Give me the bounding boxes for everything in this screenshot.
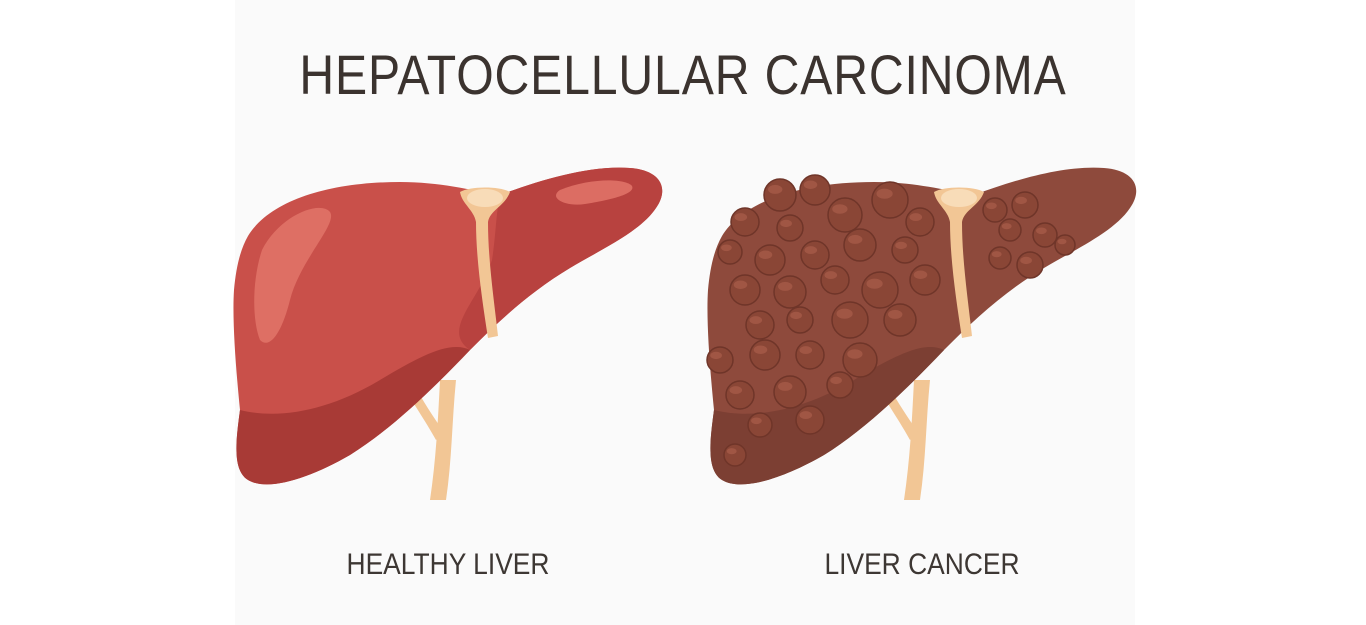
tumor-nodule bbox=[773, 375, 807, 409]
tumor-nodule bbox=[891, 236, 919, 264]
tumor-nodule-highlight bbox=[986, 202, 997, 210]
healthy-liver-ligament-top bbox=[467, 189, 503, 207]
tumor-nodule-highlight bbox=[790, 311, 802, 320]
tumor-nodule bbox=[820, 265, 850, 295]
tumor-nodule bbox=[795, 405, 825, 435]
tumor-nodule-highlight bbox=[991, 251, 1002, 258]
tumor-nodule bbox=[842, 342, 878, 378]
tumor-nodule-highlight bbox=[726, 448, 737, 455]
tumor-nodule-highlight bbox=[721, 244, 732, 252]
tumor-nodule bbox=[1016, 251, 1044, 279]
tumor-nodule-highlight bbox=[751, 417, 762, 425]
healthy-liver-lower-shadow bbox=[236, 346, 470, 485]
tumor-nodule bbox=[827, 197, 863, 233]
tumor-nodule-highlight bbox=[1057, 238, 1067, 245]
tumor-nodule bbox=[861, 271, 899, 309]
healthy-liver bbox=[233, 167, 663, 500]
tumor-nodule bbox=[905, 207, 935, 237]
tumor-nodule bbox=[1054, 234, 1076, 256]
tumor-nodule bbox=[871, 181, 909, 219]
tumor-nodule bbox=[747, 412, 773, 438]
tumor-nodule-highlight bbox=[804, 246, 818, 255]
tumor-nodule bbox=[754, 244, 786, 276]
tumor-cluster bbox=[706, 174, 1076, 467]
tumor-nodule-highlight bbox=[1020, 256, 1032, 265]
tumor-nodule-highlight bbox=[758, 250, 773, 259]
tumor-nodule-highlight bbox=[832, 204, 848, 214]
tumor-nodule-highlight bbox=[734, 213, 748, 222]
tumor-nodule bbox=[717, 239, 743, 265]
tumor-nodule-highlight bbox=[836, 308, 853, 319]
tumor-nodule bbox=[730, 207, 760, 237]
label-liver-cancer: LIVER CANCER bbox=[824, 548, 1020, 581]
tumor-nodule-highlight bbox=[1015, 196, 1027, 205]
cancer-liver-shade bbox=[710, 346, 944, 485]
tumor-nodule bbox=[749, 339, 781, 371]
tumor-nodule bbox=[799, 174, 831, 206]
healthy-liver-highlight bbox=[254, 207, 332, 343]
tumor-nodule-highlight bbox=[909, 213, 923, 222]
tumor-nodule-highlight bbox=[848, 234, 863, 244]
tumor-nodule-highlight bbox=[799, 411, 813, 420]
tumor-nodule-highlight bbox=[895, 241, 907, 250]
tumor-nodule bbox=[745, 310, 775, 340]
tumor-nodule bbox=[786, 306, 814, 334]
tumor-nodule bbox=[843, 228, 877, 262]
tumor-nodule-highlight bbox=[913, 270, 928, 279]
tumor-nodule-highlight bbox=[778, 381, 793, 391]
tumor-nodule bbox=[800, 240, 830, 270]
tumor-nodule bbox=[723, 443, 747, 467]
tumor-nodule bbox=[795, 340, 825, 370]
tumor-nodule bbox=[1032, 222, 1058, 248]
tumor-nodule-highlight bbox=[753, 345, 768, 354]
tumor-nodule-highlight bbox=[729, 386, 743, 395]
tumor-nodule bbox=[883, 303, 917, 337]
tumor-nodule-highlight bbox=[803, 180, 818, 189]
cancer-liver bbox=[706, 167, 1137, 500]
tumor-nodule-highlight bbox=[888, 309, 903, 319]
healthy-liver-highlight-small bbox=[556, 180, 633, 205]
tumor-nodule bbox=[998, 218, 1022, 242]
tumor-nodule bbox=[909, 264, 941, 296]
tumor-nodule-highlight bbox=[780, 219, 792, 228]
tumor-nodule bbox=[831, 301, 869, 339]
tumor-nodule-highlight bbox=[710, 351, 722, 360]
tumor-nodule-highlight bbox=[1001, 223, 1012, 230]
tumor-nodule bbox=[725, 380, 755, 410]
tumor-nodule-highlight bbox=[778, 281, 793, 291]
cancer-liver-vessel bbox=[904, 380, 930, 500]
tumor-nodule bbox=[776, 214, 804, 242]
healthy-liver-shade bbox=[459, 167, 663, 350]
tumor-nodule-highlight bbox=[866, 278, 883, 289]
healthy-liver-vessel bbox=[430, 380, 456, 500]
tumor-nodule bbox=[1011, 191, 1039, 219]
tumor-nodule-highlight bbox=[830, 376, 842, 385]
cancer-liver-ligament bbox=[934, 187, 984, 338]
tumor-nodule bbox=[773, 275, 807, 309]
tumor-nodule-highlight bbox=[733, 280, 748, 289]
label-healthy-liver: HEALTHY LIVER bbox=[346, 548, 550, 581]
tumor-nodule bbox=[988, 246, 1012, 270]
tumor-nodule bbox=[763, 178, 797, 212]
tumor-nodule-highlight bbox=[799, 346, 813, 355]
tumor-nodule bbox=[982, 197, 1008, 223]
healthy-liver-ligament bbox=[460, 187, 510, 338]
tumor-nodule-highlight bbox=[1036, 227, 1047, 235]
page-title: HEPATOCELLULAR CARCINOMA bbox=[299, 43, 1067, 106]
tumor-nodule-highlight bbox=[768, 184, 783, 194]
tumor-nodule bbox=[706, 346, 734, 374]
tumor-nodule bbox=[729, 274, 761, 306]
tumor-nodule-highlight bbox=[876, 188, 893, 199]
tumor-nodule-highlight bbox=[847, 349, 863, 359]
tumor-nodule-highlight bbox=[749, 316, 763, 325]
cancer-liver-ligament-top bbox=[941, 189, 977, 207]
tumor-nodule-highlight bbox=[824, 271, 838, 280]
tumor-nodule bbox=[826, 371, 854, 399]
